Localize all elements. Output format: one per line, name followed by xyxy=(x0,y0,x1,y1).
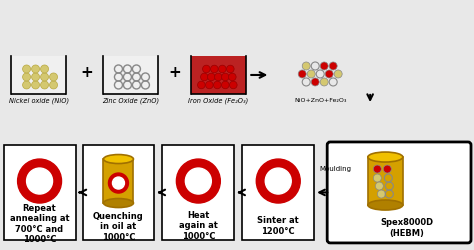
Circle shape xyxy=(227,65,234,73)
Circle shape xyxy=(320,78,328,86)
Circle shape xyxy=(201,73,208,81)
Circle shape xyxy=(383,165,392,173)
Bar xyxy=(103,159,134,203)
Circle shape xyxy=(176,159,220,203)
Circle shape xyxy=(41,81,48,89)
Bar xyxy=(82,145,155,240)
Circle shape xyxy=(215,73,222,81)
Circle shape xyxy=(221,81,229,89)
Circle shape xyxy=(229,81,237,89)
Circle shape xyxy=(302,62,310,70)
Bar xyxy=(103,56,158,94)
Circle shape xyxy=(311,78,319,86)
Circle shape xyxy=(214,81,221,89)
Text: NiO+ZnO+Fe₂O₃: NiO+ZnO+Fe₂O₃ xyxy=(294,98,346,103)
Bar xyxy=(4,145,75,240)
Text: Repeat
annealing at
700°C and
1000°C: Repeat annealing at 700°C and 1000°C xyxy=(10,204,69,244)
Text: +: + xyxy=(168,66,181,80)
Bar xyxy=(242,145,314,240)
Circle shape xyxy=(18,159,62,203)
Circle shape xyxy=(41,73,48,81)
Circle shape xyxy=(27,168,53,194)
Text: Quenching
in oil at
1000°C: Quenching in oil at 1000°C xyxy=(93,212,144,242)
Circle shape xyxy=(334,70,342,78)
Circle shape xyxy=(374,165,381,173)
Circle shape xyxy=(50,73,57,81)
Circle shape xyxy=(298,70,306,78)
Circle shape xyxy=(377,190,385,198)
Circle shape xyxy=(50,81,57,89)
Circle shape xyxy=(265,168,291,194)
Circle shape xyxy=(23,73,31,81)
Circle shape xyxy=(198,81,205,89)
Text: Sinter at
1200°C: Sinter at 1200°C xyxy=(257,216,299,236)
Circle shape xyxy=(210,65,218,73)
Ellipse shape xyxy=(368,152,403,162)
Bar xyxy=(11,56,66,94)
Circle shape xyxy=(221,73,229,81)
Text: Nickel oxide (NiO): Nickel oxide (NiO) xyxy=(9,98,69,104)
Circle shape xyxy=(256,159,300,203)
Circle shape xyxy=(208,73,215,81)
Bar xyxy=(368,157,403,205)
Circle shape xyxy=(228,73,236,81)
Circle shape xyxy=(202,65,210,73)
Circle shape xyxy=(23,81,31,89)
Text: Moulding: Moulding xyxy=(319,166,351,172)
Circle shape xyxy=(41,65,48,73)
Ellipse shape xyxy=(368,200,403,210)
Text: Iron Oxide (Fe₂O₃): Iron Oxide (Fe₂O₃) xyxy=(188,98,248,104)
Circle shape xyxy=(23,65,31,73)
Circle shape xyxy=(112,177,125,189)
Circle shape xyxy=(374,174,381,182)
Bar xyxy=(163,145,234,240)
Circle shape xyxy=(206,81,213,89)
Text: Zinc Oxide (ZnO): Zinc Oxide (ZnO) xyxy=(102,98,159,104)
Circle shape xyxy=(307,70,315,78)
Text: Heat
again at
1000°C: Heat again at 1000°C xyxy=(179,211,218,241)
Text: +: + xyxy=(80,66,93,80)
Circle shape xyxy=(109,173,128,193)
Text: Spex8000D
(HEBM): Spex8000D (HEBM) xyxy=(381,218,434,238)
Circle shape xyxy=(32,65,39,73)
FancyBboxPatch shape xyxy=(327,142,471,243)
Circle shape xyxy=(185,168,211,194)
Circle shape xyxy=(32,73,39,81)
Circle shape xyxy=(32,81,39,89)
Bar xyxy=(191,56,246,94)
Circle shape xyxy=(325,70,333,78)
Circle shape xyxy=(375,182,383,190)
Ellipse shape xyxy=(103,198,134,207)
Circle shape xyxy=(219,65,226,73)
Circle shape xyxy=(329,62,337,70)
Ellipse shape xyxy=(103,154,134,164)
Circle shape xyxy=(320,62,328,70)
